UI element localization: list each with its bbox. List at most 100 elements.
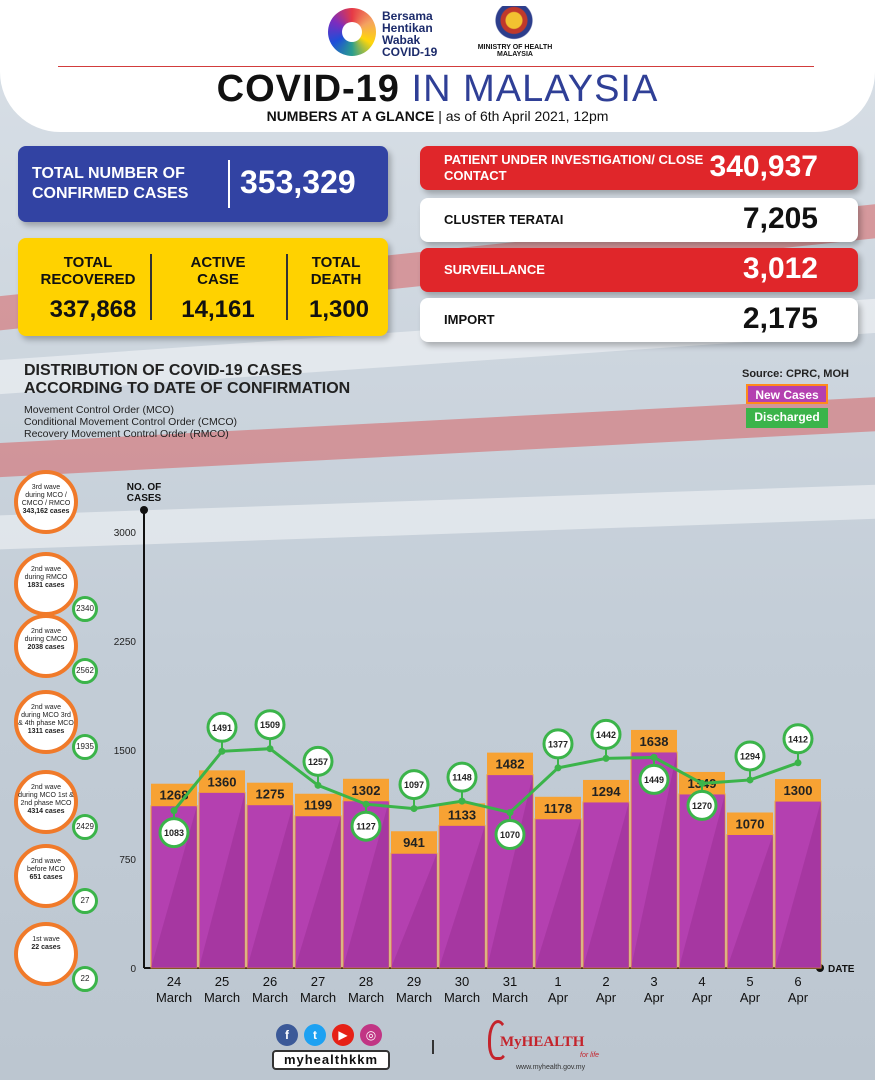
confirmed-label: TOTAL NUMBER OF CONFIRMED CASES	[32, 165, 189, 202]
myhealth-brand: MyHEALTH	[500, 1034, 585, 1050]
wave-line: before MCO	[26, 866, 66, 873]
page-title: COVID-19 IN MALAYSIA	[0, 68, 875, 111]
logo-line: Hentikan	[382, 21, 433, 35]
wave-line: 1st wave	[32, 936, 60, 943]
wave-discharged-badge: 2340	[72, 596, 98, 622]
instagram-icon[interactable]: ◎	[360, 1024, 382, 1046]
logo-line: Wabak	[382, 33, 421, 47]
wave-line: 2nd phase MCO	[20, 800, 72, 807]
wave-line: 2nd wave	[31, 784, 61, 791]
confirmed-cases-card: TOTAL NUMBER OF CONFIRMED CASES 353,329	[18, 146, 388, 222]
header-divider	[58, 66, 814, 67]
footer-divider	[432, 1040, 434, 1054]
stat-label: SURVEILLANCE	[444, 262, 545, 277]
card-divider	[286, 254, 288, 320]
wave-line: 2nd wave	[31, 704, 61, 711]
wave-count: 22 cases	[31, 944, 61, 951]
outcomes-card: TOTAL RECOVERED 337,868 ACTIVE CASE 14,1…	[18, 238, 388, 336]
wave-line: 2nd wave	[31, 858, 61, 865]
wave-line: 2nd wave	[31, 566, 61, 573]
wave-count: 651 cases	[29, 874, 63, 881]
recovered-value: 337,868	[49, 296, 137, 323]
death-label: TOTAL DEATH	[310, 254, 362, 288]
title-bold: COVID-19	[216, 68, 400, 110]
myhealth-url[interactable]: www.myhealth.gov.my	[516, 1064, 586, 1071]
campaign-logo-icon	[328, 8, 376, 56]
source-note: Source: CPRC, MOH	[742, 368, 849, 380]
active-value: 14,161	[181, 296, 255, 323]
wave-discharged-badge: 27	[72, 888, 98, 914]
stat-label: IMPORT	[444, 312, 495, 327]
facebook-icon[interactable]: f	[276, 1024, 298, 1046]
legend-new-cases: New Cases	[746, 384, 828, 404]
title-light: IN MALAYSIA	[411, 68, 659, 110]
wave-count: 343,162 cases	[22, 508, 70, 515]
wave-line: during RMCO	[24, 574, 68, 581]
stat-label: PATIENT UNDER INVESTIGATION/ CLOSE CONTA…	[444, 152, 704, 183]
wave-discharged-badge: 1935	[72, 734, 98, 760]
wave-discharged-badge: 2562	[72, 658, 98, 684]
myhealth-figure-icon	[488, 1020, 508, 1060]
distribution-title-line: ACCORDING TO DATE OF CONFIRMATION	[24, 380, 351, 397]
wave-line: & 4th phase MCO	[18, 720, 74, 727]
logo-line: COVID-19	[382, 45, 438, 59]
wave-line: CMCO / RMCO	[21, 500, 71, 507]
twitter-icon[interactable]: t	[304, 1024, 326, 1046]
wave-line: during MCO 1st &	[18, 792, 74, 799]
wave-circle: 2nd wave during MCO 1st & 2nd phase MCO 431…	[14, 770, 78, 834]
flag-stripe	[0, 483, 875, 551]
wave-circle: 1st wave 22 cases	[14, 922, 78, 986]
wave-circle: 3rd wave during MCO / CMCO / RMCO 343,162 c…	[14, 470, 78, 534]
import-card: IMPORT 2,175	[420, 298, 858, 342]
wave-circle: 2nd wave during CMCO 2038 cases	[14, 614, 78, 678]
campaign-logo-text: Bersama Hentikan Wabak COVID-19	[382, 10, 437, 58]
cluster-teratai-card: CLUSTER TERATAI 7,205	[420, 198, 858, 242]
wave-count: 1311 cases	[27, 728, 65, 735]
myhealth-tagline: for life	[580, 1052, 600, 1059]
card-divider	[150, 254, 152, 320]
moh-crest-icon	[494, 6, 534, 42]
youtube-icon[interactable]: ▶	[332, 1024, 354, 1046]
stat-value: 2,175	[742, 302, 818, 335]
page-subtitle: NUMBERS AT A GLANCE | as of 6th April 20…	[0, 108, 875, 124]
wave-discharged-badge: 2429	[72, 814, 98, 840]
logo-line: Bersama	[382, 9, 433, 23]
social-icons: f t ▶ ◎	[276, 1024, 386, 1046]
pui-close-contact-card: PATIENT UNDER INVESTIGATION/ CLOSE CONTA…	[420, 146, 858, 190]
wave-discharged-badge: 22	[72, 966, 98, 992]
subtitle-separator: |	[438, 108, 446, 124]
wave-circle: 2nd wave during MCO 3rd & 4th phase MCO 131…	[14, 690, 78, 754]
note-line: Movement Control Order (MCO)	[24, 404, 174, 416]
wave-line: during MCO /	[25, 492, 67, 499]
wave-line: during MCO 3rd	[21, 712, 71, 719]
death-value: 1,300	[308, 296, 370, 323]
wave-line: during CMCO	[24, 636, 68, 643]
note-line: Conditional Movement Control Order (CMCO…	[24, 416, 237, 428]
subtitle-date: as of 6th April 2021, 12pm	[445, 108, 609, 124]
distribution-notes: Movement Control Order (MCO) Conditional…	[24, 404, 237, 440]
stat-value: 7,205	[742, 202, 818, 235]
confirmed-value: 353,329	[240, 164, 356, 200]
header: Bersama Hentikan Wabak COVID-19 MINISTRY…	[0, 0, 875, 132]
card-divider	[228, 160, 230, 208]
surveillance-card: SURVEILLANCE 3,012	[420, 248, 858, 292]
wave-circle: 2nd wave during RMCO 1831 cases	[14, 552, 78, 616]
wave-line: 3rd wave	[31, 484, 61, 491]
distribution-title: DISTRIBUTION OF COVID-19 CASES ACCORDING…	[24, 362, 350, 398]
stat-value: 3,012	[742, 252, 818, 285]
wave-count: 1831 cases	[27, 582, 65, 589]
subtitle-bold: NUMBERS AT A GLANCE	[266, 108, 435, 124]
active-label: ACTIVE CASE	[190, 254, 246, 288]
social-handle[interactable]: myhealthkkm	[272, 1050, 390, 1070]
wave-count: 2038 cases	[27, 644, 65, 651]
stat-label: CLUSTER TERATAI	[444, 212, 564, 227]
ministry-text: MINISTRY OF HEALTH MALAYSIA	[477, 44, 553, 58]
stat-value: 340,937	[709, 150, 818, 183]
wave-count: 4314 cases	[27, 808, 65, 815]
recovered-label: TOTAL RECOVERED	[40, 254, 136, 288]
distribution-title-line: DISTRIBUTION OF COVID-19 CASES	[24, 362, 303, 379]
note-line: Recovery Movement Control Order (RMCO)	[24, 428, 229, 440]
legend-discharged: Discharged	[746, 408, 828, 428]
wave-line: 2nd wave	[31, 628, 61, 635]
wave-circle: 2nd wave before MCO 651 cases	[14, 844, 78, 908]
